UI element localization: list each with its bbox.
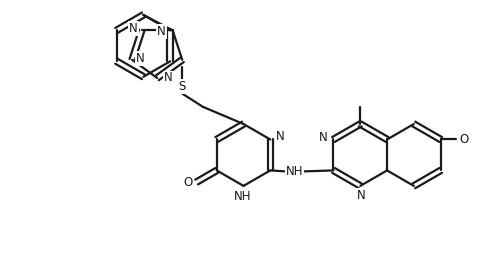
Text: N: N: [136, 52, 145, 65]
Text: O: O: [184, 176, 193, 189]
Text: NH: NH: [234, 190, 251, 203]
Text: N: N: [276, 130, 284, 143]
Text: S: S: [179, 80, 186, 93]
Text: N: N: [164, 72, 173, 84]
Text: O: O: [459, 133, 469, 146]
Text: N: N: [357, 189, 366, 202]
Text: N: N: [129, 22, 138, 36]
Text: N: N: [319, 131, 328, 144]
Text: N: N: [157, 25, 166, 38]
Text: NH: NH: [286, 165, 303, 178]
